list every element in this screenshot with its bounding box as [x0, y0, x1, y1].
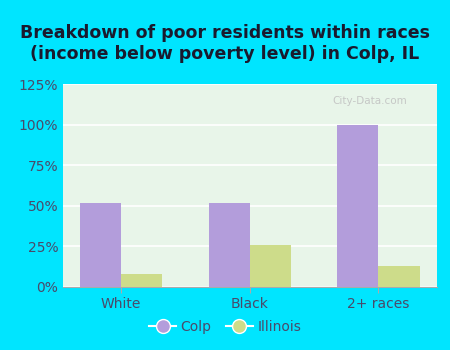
- Bar: [250, 245, 291, 287]
- Bar: [121, 274, 162, 287]
- Text: Breakdown of poor residents within races
(income below poverty level) in Colp, I: Breakdown of poor residents within races…: [20, 24, 430, 63]
- Bar: [378, 266, 419, 287]
- Text: City-Data.com: City-Data.com: [332, 96, 407, 106]
- Legend: Colp, Illinois: Colp, Illinois: [143, 314, 307, 340]
- Bar: [337, 125, 378, 287]
- Bar: [80, 203, 121, 287]
- Bar: [209, 203, 250, 287]
